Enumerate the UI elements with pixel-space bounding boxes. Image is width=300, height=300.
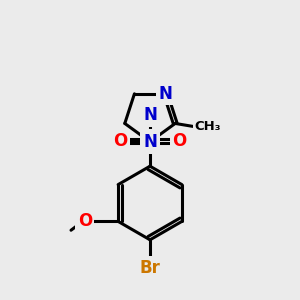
Text: O: O bbox=[172, 132, 187, 150]
Text: N: N bbox=[143, 106, 157, 124]
Text: O: O bbox=[113, 132, 128, 150]
Text: Br: Br bbox=[140, 259, 160, 277]
Text: N: N bbox=[143, 133, 157, 151]
Text: S: S bbox=[143, 132, 157, 151]
Text: CH₃: CH₃ bbox=[194, 120, 221, 133]
Text: N: N bbox=[159, 85, 172, 103]
Text: O: O bbox=[78, 212, 92, 230]
